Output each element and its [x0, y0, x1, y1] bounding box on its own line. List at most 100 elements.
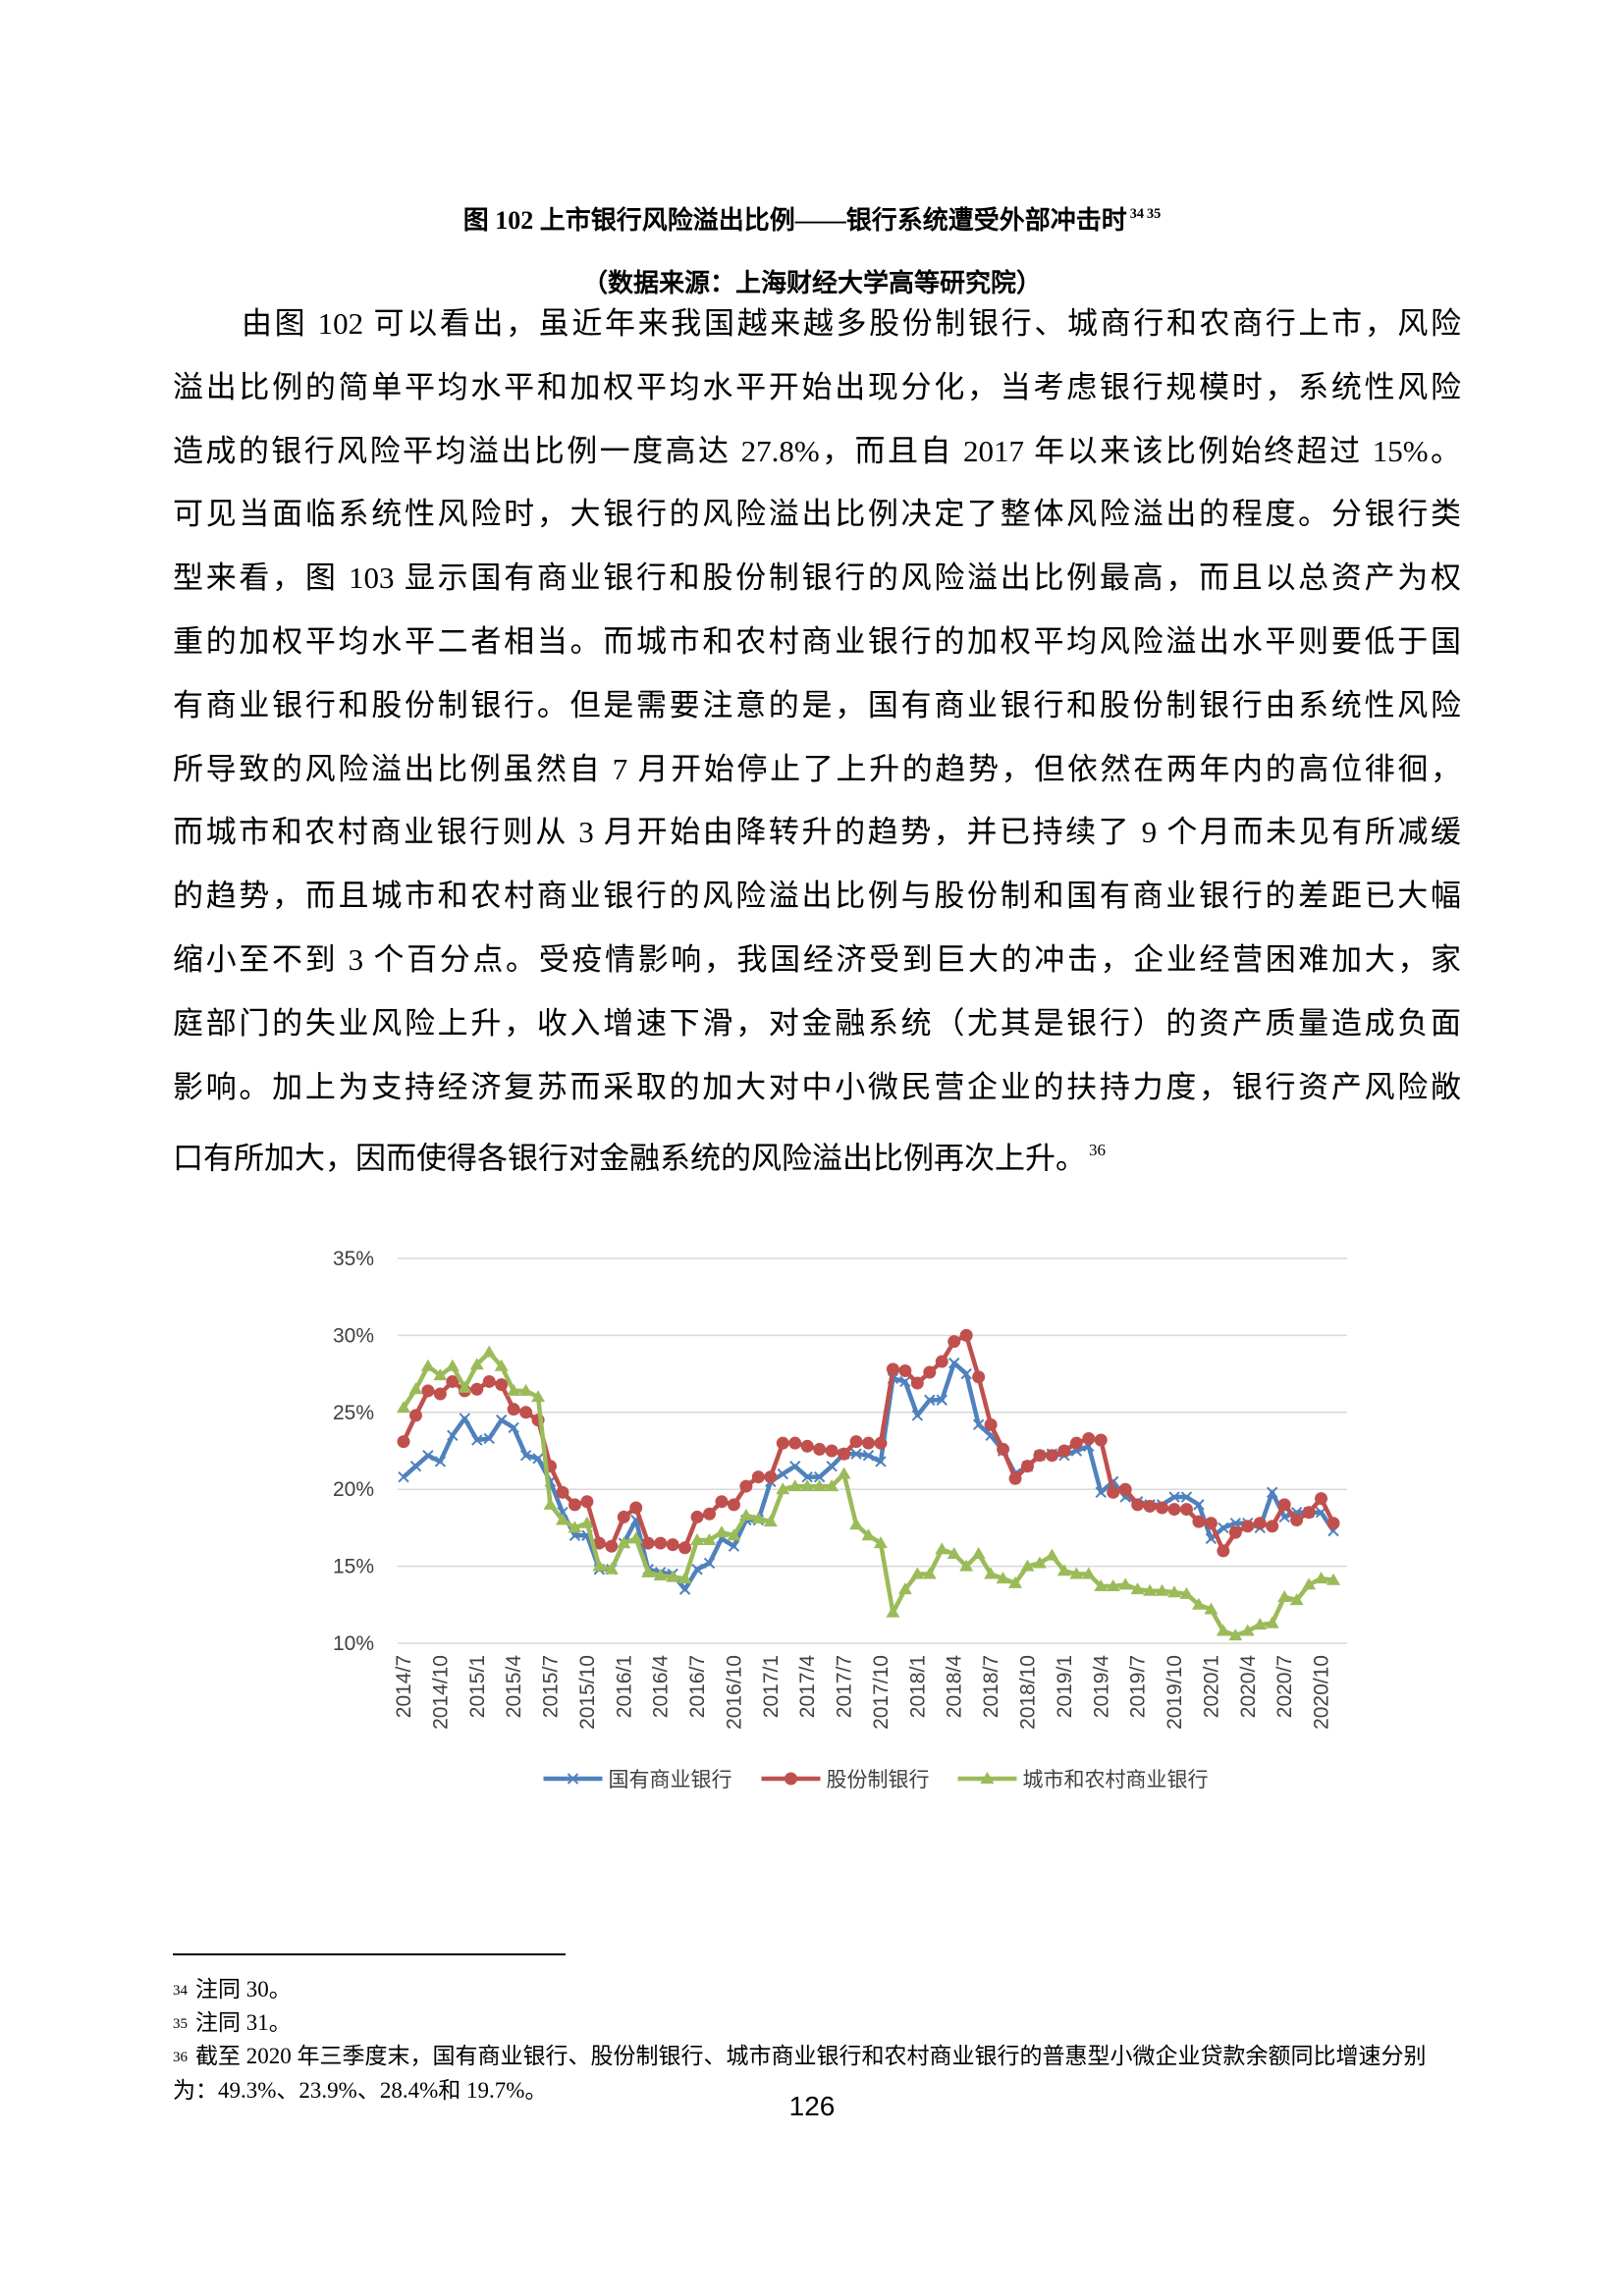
data-point: [408, 1409, 422, 1422]
footnote-mark: 34: [173, 1983, 188, 1999]
data-point: [1033, 1449, 1047, 1463]
data-point: [543, 1497, 558, 1510]
data-point: [605, 1539, 619, 1553]
data-point: [1216, 1624, 1230, 1636]
y-tick-label: 20%: [333, 1478, 374, 1501]
data-point: [727, 1528, 741, 1541]
data-point: [898, 1363, 912, 1377]
text: 型来看，图 103 显示国有商业银行和股份制银行的风险溢出比例最高，而且以总资产…: [173, 561, 1461, 596]
data-point: [862, 1449, 875, 1462]
data-point: [996, 1572, 1010, 1584]
data-point: [1228, 1629, 1243, 1641]
data-point: [1228, 1525, 1242, 1539]
data-point: [764, 1470, 778, 1484]
data-point: [886, 1605, 900, 1618]
data-point: [447, 1429, 459, 1442]
figure-caption: 图 102 上市银行风险溢出比例——银行系统遭受外部冲击时 34 35: [0, 200, 1624, 237]
data-point: [1241, 1520, 1255, 1533]
data-point: [494, 1359, 509, 1371]
data-point: [838, 1447, 851, 1461]
text-line: 所导致的风险溢出比例虽然自 7 月开始停止了上升的趋势，但依然在两年内的高位徘徊…: [173, 750, 1461, 789]
data-point: [763, 1515, 778, 1527]
data-point: [1277, 1498, 1291, 1512]
data-point: [1082, 1431, 1096, 1445]
text: 重的加权平均水平二者相当。而城市和农村商业银行的加权平均风险溢出水平则要低于国: [173, 624, 1461, 659]
text: 有商业银行和股份制银行。但是需要注意的是，国有商业银行和股份制银行由系统性风险: [173, 687, 1461, 722]
data-point: [1191, 1597, 1206, 1610]
x-tick-label: 2017/7: [834, 1655, 856, 1718]
data-point: [1020, 1559, 1035, 1572]
data-point: [1179, 1503, 1193, 1517]
data-point: [935, 1542, 949, 1555]
text-line: 影响。加上为支持经济复苏而采取的加大对中小微民营企业的扶持力度，银行资产风险敞: [173, 1068, 1461, 1107]
data-point: [875, 1456, 887, 1468]
data-point: [1118, 1482, 1132, 1496]
text-line: 可见当面临系统性风险时，大银行的风险溢出比例决定了整体风险溢出的程度。分银行类: [173, 495, 1461, 534]
text: 的趋势，而且城市和农村商业银行的风险溢出比例与股份制和国有商业银行的差距已大幅: [173, 879, 1461, 914]
x-tick-label: 2014/7: [393, 1655, 415, 1718]
data-point: [787, 1479, 802, 1492]
x-tick-label: 2015/1: [466, 1655, 489, 1718]
footnote: 34 注同 30。: [173, 1973, 1461, 2007]
footnote-text: 注同 30。: [195, 1977, 292, 2002]
x-tick-label: 2020/10: [1311, 1655, 1333, 1730]
data-point: [1302, 1577, 1317, 1590]
x-tick-label: 2019/7: [1127, 1655, 1150, 1718]
text: 可见当面临系统性风险时，大银行的风险溢出比例决定了整体风险溢出的程度。分银行类: [173, 497, 1461, 532]
x-tick-label: 2019/1: [1054, 1655, 1076, 1718]
data-point: [445, 1359, 460, 1371]
data-point: [899, 1375, 911, 1388]
data-point: [1118, 1577, 1133, 1590]
data-point: [776, 1482, 790, 1495]
data-point: [507, 1403, 520, 1416]
data-point: [1253, 1517, 1267, 1530]
data-point: [1020, 1460, 1034, 1473]
data-point: [409, 1460, 422, 1472]
data-point: [1204, 1602, 1218, 1615]
legend-marker: [567, 1773, 579, 1785]
footnote: 36 截至 2020 年三季度末，国有商业银行、股份制银行、城市商业银行和农村商业…: [173, 2040, 1461, 2107]
text: 影响。加上为支持经济复苏而采取的加大对中小微民营企业的扶持力度，银行资产风险敞: [173, 1069, 1461, 1104]
data-point: [1056, 1564, 1071, 1576]
data-point: [861, 1528, 876, 1541]
data-point: [703, 1557, 716, 1570]
x-tick-label: 2015/10: [576, 1655, 599, 1730]
footnote-text: 截至 2020 年三季度末，国有商业银行、股份制银行、城市商业银行和农村商业银行…: [173, 2044, 1427, 2103]
data-point: [873, 1536, 888, 1549]
legend-label: 股份制银行: [827, 1769, 930, 1791]
data-point: [690, 1510, 704, 1523]
text: 由图 102 可以看出，虽近年来我国越来越多股份制银行、城商行和农商行上市，风险: [242, 306, 1461, 341]
legend-marker: [980, 1772, 995, 1784]
y-tick-label: 15%: [333, 1556, 374, 1578]
data-point: [959, 1559, 974, 1572]
data-point: [1095, 1486, 1107, 1499]
data-point: [1277, 1589, 1292, 1602]
x-tick-label: 2017/1: [760, 1655, 783, 1718]
data-point: [1326, 1573, 1340, 1585]
text: 所导致的风险溢出比例虽然自 7 月开始停止了上升的趋势，但依然在两年内的高位徘徊…: [173, 751, 1461, 786]
data-point: [922, 1567, 937, 1579]
data-point: [568, 1521, 582, 1533]
data-point: [398, 1470, 409, 1483]
data-point: [1192, 1515, 1206, 1528]
data-point: [789, 1460, 801, 1472]
data-point: [397, 1401, 410, 1414]
legend-label: 国有商业银行: [609, 1769, 732, 1791]
data-point: [702, 1532, 717, 1545]
data-point: [972, 1418, 985, 1431]
text-line: 口有所加大，因而使得各银行对金融系统的风险溢出比例再次上升。 36: [173, 1131, 1461, 1179]
x-tick-label: 2018/4: [944, 1655, 966, 1719]
data-point: [1106, 1578, 1120, 1591]
data-point: [508, 1421, 519, 1434]
x-tick-label: 2017/4: [796, 1655, 819, 1719]
data-point: [617, 1536, 631, 1549]
data-point: [1326, 1517, 1340, 1530]
data-point: [801, 1470, 813, 1483]
data-point: [1045, 1449, 1058, 1463]
data-point: [800, 1439, 814, 1453]
data-point: [677, 1572, 692, 1584]
data-point: [947, 1547, 961, 1560]
data-point: [911, 1410, 924, 1421]
data-point: [776, 1436, 789, 1450]
x-tick-label: 2019/10: [1164, 1655, 1186, 1730]
